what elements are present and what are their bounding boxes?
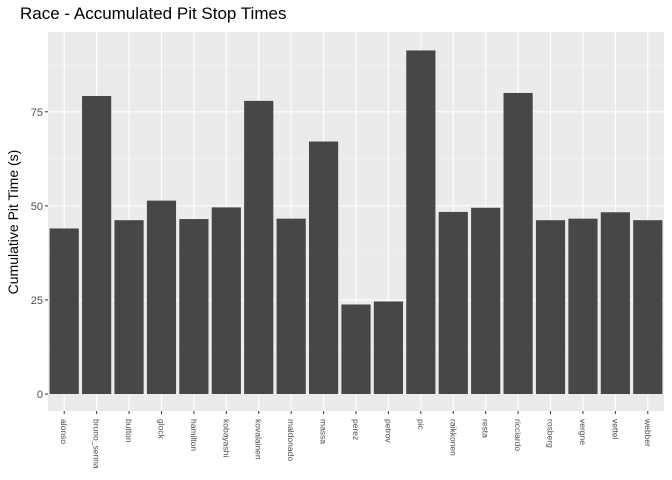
bars (49, 50, 663, 395)
bar-kobayashi (211, 207, 241, 395)
bar-hamilton (179, 219, 209, 395)
x-tick-label: petrov (383, 419, 393, 443)
y-tick-label: 50 (31, 201, 43, 213)
x-tick-label: hamilton (189, 419, 199, 451)
bar-glock (146, 200, 177, 395)
bar-massa (308, 141, 339, 395)
x-tick-label: kovalainen (254, 419, 264, 460)
y-tick-label: 25 (31, 295, 43, 307)
bar-kovalainen (244, 100, 274, 395)
x-tick-label: vergne (578, 419, 588, 445)
x-axis: alonso bruno_senna button glock hamilton koba… (59, 411, 653, 469)
bar-petrov (373, 301, 404, 395)
bar-webber (633, 220, 663, 395)
x-tick-label: massa (319, 419, 329, 444)
x-tick-label: pic (416, 419, 426, 431)
x-tick-label: kobayashi (221, 419, 231, 457)
bar-rosberg (535, 220, 566, 395)
bar-ricciardo (503, 92, 533, 395)
x-tick-label: resta (481, 419, 491, 438)
x-tick-label: raikkonen (448, 419, 458, 456)
bar-vettel (600, 212, 630, 395)
x-tick-label: glock (156, 419, 166, 440)
bar-maldonado (276, 218, 306, 395)
y-tick-label: 0 (37, 389, 43, 401)
bar-alonso (49, 228, 79, 395)
bar-bruno_senna (82, 95, 112, 395)
bar-raikkonen (438, 211, 468, 395)
y-tick-label: 75 (31, 107, 43, 119)
bar-vergne (568, 218, 598, 395)
x-tick-label: button (124, 419, 134, 443)
x-tick-label: ricciardo (513, 419, 523, 451)
x-tick-label: bruno_senna (92, 419, 102, 469)
x-tick-label: alonso (59, 419, 69, 444)
bar-pic (406, 50, 436, 395)
x-tick-label: maldonado (286, 419, 296, 461)
x-tick-label: perez (351, 419, 361, 440)
bar-perez (341, 304, 371, 395)
x-tick-label: webber (643, 418, 653, 447)
y-axis: 0 25 50 75 (31, 107, 48, 401)
chart-title: Race - Accumulated Pit Stop Times (20, 4, 287, 23)
x-tick-label: vettel (610, 419, 620, 439)
bar-resta (471, 207, 501, 395)
x-tick-label: rosberg (546, 419, 556, 448)
bar-button (114, 220, 144, 395)
